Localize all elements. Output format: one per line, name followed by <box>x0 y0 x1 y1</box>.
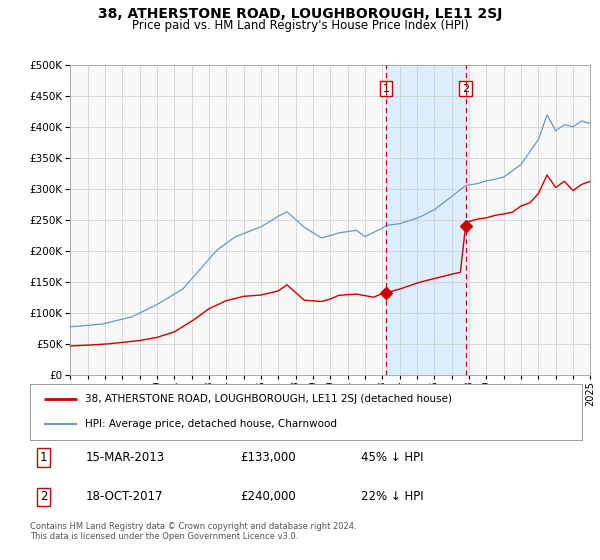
Bar <box>386 65 466 375</box>
Text: 1: 1 <box>382 83 389 94</box>
Text: 45% ↓ HPI: 45% ↓ HPI <box>361 451 424 464</box>
Text: 38, ATHERSTONE ROAD, LOUGHBOROUGH, LE11 2SJ (detached house): 38, ATHERSTONE ROAD, LOUGHBOROUGH, LE11 … <box>85 394 452 404</box>
Text: 1: 1 <box>40 451 47 464</box>
Text: 18-OCT-2017: 18-OCT-2017 <box>85 491 163 503</box>
Text: 38, ATHERSTONE ROAD, LOUGHBOROUGH, LE11 2SJ: 38, ATHERSTONE ROAD, LOUGHBOROUGH, LE11 … <box>98 7 502 21</box>
Text: Price paid vs. HM Land Registry's House Price Index (HPI): Price paid vs. HM Land Registry's House … <box>131 19 469 32</box>
Text: 22% ↓ HPI: 22% ↓ HPI <box>361 491 424 503</box>
Text: 15-MAR-2013: 15-MAR-2013 <box>85 451 164 464</box>
Text: £240,000: £240,000 <box>240 491 296 503</box>
Text: HPI: Average price, detached house, Charnwood: HPI: Average price, detached house, Char… <box>85 419 337 430</box>
Text: 2: 2 <box>462 83 469 94</box>
Text: £133,000: £133,000 <box>240 451 295 464</box>
Text: 2: 2 <box>40 491 47 503</box>
Text: Contains HM Land Registry data © Crown copyright and database right 2024.
This d: Contains HM Land Registry data © Crown c… <box>30 522 356 542</box>
